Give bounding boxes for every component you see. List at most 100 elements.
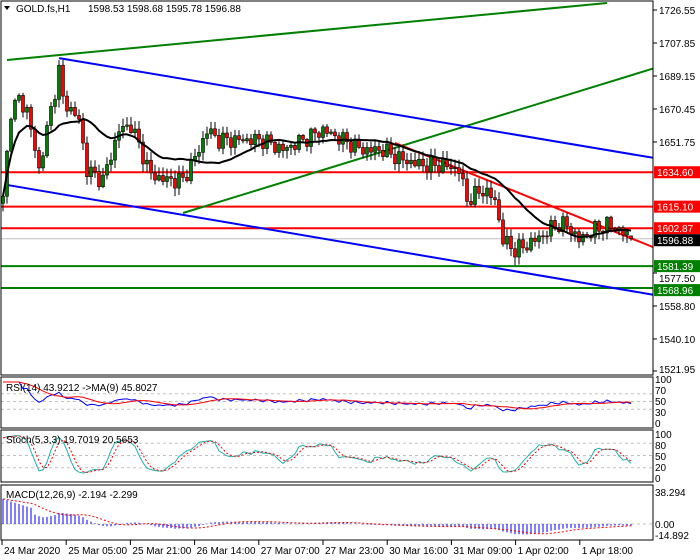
candle-body (13, 99, 17, 120)
candle-body (521, 239, 525, 249)
candle-body (341, 132, 345, 145)
price-tick-label: 1726.55 (659, 6, 696, 17)
candle-body (17, 95, 21, 101)
trendline (58, 57, 654, 159)
candle-body (93, 166, 97, 172)
ohlc-label: 1598.53 1598.68 1595.78 1596.88 (88, 4, 241, 15)
stoch-tick-label: 0 (655, 474, 661, 485)
price-level-tag (654, 222, 700, 235)
rsi-pane[interactable] (1, 381, 653, 412)
time-tick-label: 31 Mar 09:00 (453, 546, 512, 557)
stochastic-pane[interactable] (1, 435, 653, 474)
stoch-main-line (2, 435, 632, 474)
candle-body (393, 153, 397, 165)
candle-body (125, 124, 129, 127)
pane-frame (0, 376, 654, 429)
time-tick-label: 24 Mar 2020 (4, 546, 61, 557)
stoch-tick-label: 80 (655, 441, 667, 452)
candle-body (269, 134, 273, 143)
price-level-tag-label: 1596.88 (657, 236, 694, 247)
candle-body (133, 128, 137, 133)
candle-body (317, 132, 321, 138)
candle-body (369, 147, 373, 153)
candle-body (109, 159, 113, 165)
price-tick-label: 1689.15 (659, 72, 696, 83)
candle-body (421, 158, 425, 167)
moving-average-line (2, 117, 632, 239)
time-tick-label: 27 Mar 07:00 (261, 546, 320, 557)
candle-body (281, 143, 285, 151)
candle-body (293, 144, 297, 150)
rsi-tick-label: 30 (655, 408, 667, 419)
price-tick-label: 1558.80 (659, 302, 696, 313)
candle-body (389, 143, 393, 155)
rsi-tick-label: 50 (655, 397, 667, 408)
candle-body (501, 219, 505, 245)
candle-body (625, 231, 629, 236)
dropdown-triangle-icon[interactable] (4, 6, 10, 10)
candle-body (205, 133, 209, 139)
candle-body (225, 132, 229, 139)
candle-body (249, 138, 253, 145)
candle-body (321, 126, 325, 138)
candle-body (489, 187, 493, 198)
candle-body (385, 143, 389, 157)
candle-body (89, 166, 93, 177)
candle-body (37, 150, 41, 169)
candle-body (229, 137, 233, 148)
macd-pane[interactable] (1, 498, 653, 535)
rsi-label: RSI(14) 43.9212 ->MA(9) 45.8027 (6, 383, 158, 394)
candle-body (237, 135, 241, 140)
candle-body (353, 138, 357, 153)
candle-body (549, 220, 553, 237)
candle-body (441, 158, 445, 173)
price-tick-label: 1707.85 (659, 39, 696, 50)
candle-body (213, 128, 217, 136)
candle-body (621, 227, 625, 236)
candle-body (425, 165, 429, 173)
candle-body (233, 135, 237, 148)
candle-body (173, 178, 177, 189)
macd-signal-line (2, 498, 632, 535)
candle-body (429, 156, 433, 173)
candle-body (29, 106, 33, 130)
candle-body (405, 159, 409, 165)
candle-body (217, 135, 221, 149)
candle-body (397, 151, 401, 165)
candle-body (169, 176, 173, 179)
candle-body (325, 126, 329, 134)
trendline (6, 183, 654, 296)
time-tick-label: 25 Mar 05:00 (68, 546, 127, 557)
candle-body (409, 159, 413, 165)
candle-body (33, 128, 37, 151)
rsi-ma-line (3, 381, 632, 410)
price-level-tag (654, 260, 700, 273)
candle-body (529, 237, 533, 251)
price-level-tag (654, 234, 700, 247)
candle-body (81, 118, 85, 144)
candle-body (485, 187, 489, 197)
candle-body (469, 201, 473, 205)
symbol-label: GOLD.fs,H1 (16, 4, 71, 15)
candle-body (581, 234, 585, 243)
candle-body (365, 147, 369, 155)
candle-body (329, 131, 333, 134)
candle-body (61, 64, 65, 97)
candle-body (257, 133, 261, 140)
candle-body (417, 158, 421, 167)
candle-body (161, 175, 165, 182)
candle-body (373, 146, 377, 153)
candle-body (473, 185, 477, 205)
price-pane[interactable] (1, 2, 654, 296)
candle-body (345, 132, 349, 143)
candle-body (253, 133, 257, 145)
macd-tick-label: -14.892 (655, 531, 689, 542)
candle-body (141, 141, 145, 165)
candle-body (349, 141, 353, 153)
candle-body (477, 185, 481, 194)
candle-body (457, 167, 461, 174)
candle-body (493, 197, 497, 201)
candle-body (121, 126, 125, 133)
candle-body (69, 107, 73, 112)
